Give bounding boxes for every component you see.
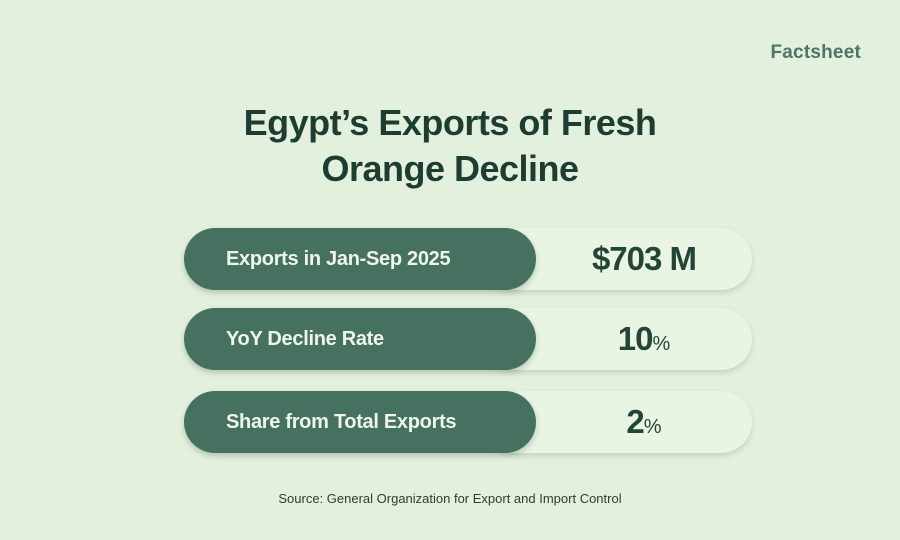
brand-logo-text: Factsheet [770, 42, 861, 63]
stat-row-exports: Exports in Jan-Sep 2025 $703 M [184, 228, 752, 290]
stat-number: 2 [626, 403, 644, 440]
stat-value: 2% [536, 391, 752, 458]
stat-label: Share from Total Exports [226, 411, 457, 433]
label-pill [184, 308, 536, 370]
title-line-1: Egypt’s Exports of Fresh [243, 102, 657, 143]
title-line-2: Orange Decline [321, 148, 579, 189]
source-note: Source: General Organization for Export … [278, 491, 622, 506]
stat-number: $703 M [591, 240, 697, 277]
stat-value: $703 M [536, 228, 752, 295]
label-pill [184, 228, 536, 290]
stat-value: 10% [536, 308, 752, 375]
stat-row-decline-rate: YoY Decline Rate 10% [184, 308, 752, 370]
stat-unit: % [652, 333, 671, 355]
stat-number: 10 [617, 320, 654, 357]
label-pill [184, 391, 536, 453]
stat-unit: % [643, 416, 662, 438]
stat-label: YoY Decline Rate [226, 328, 384, 350]
stat-row-share: Share from Total Exports 2% [184, 391, 752, 453]
page-title: Egypt’s Exports of Fresh Orange Decline [0, 100, 900, 192]
stat-label: Exports in Jan-Sep 2025 [226, 248, 451, 270]
